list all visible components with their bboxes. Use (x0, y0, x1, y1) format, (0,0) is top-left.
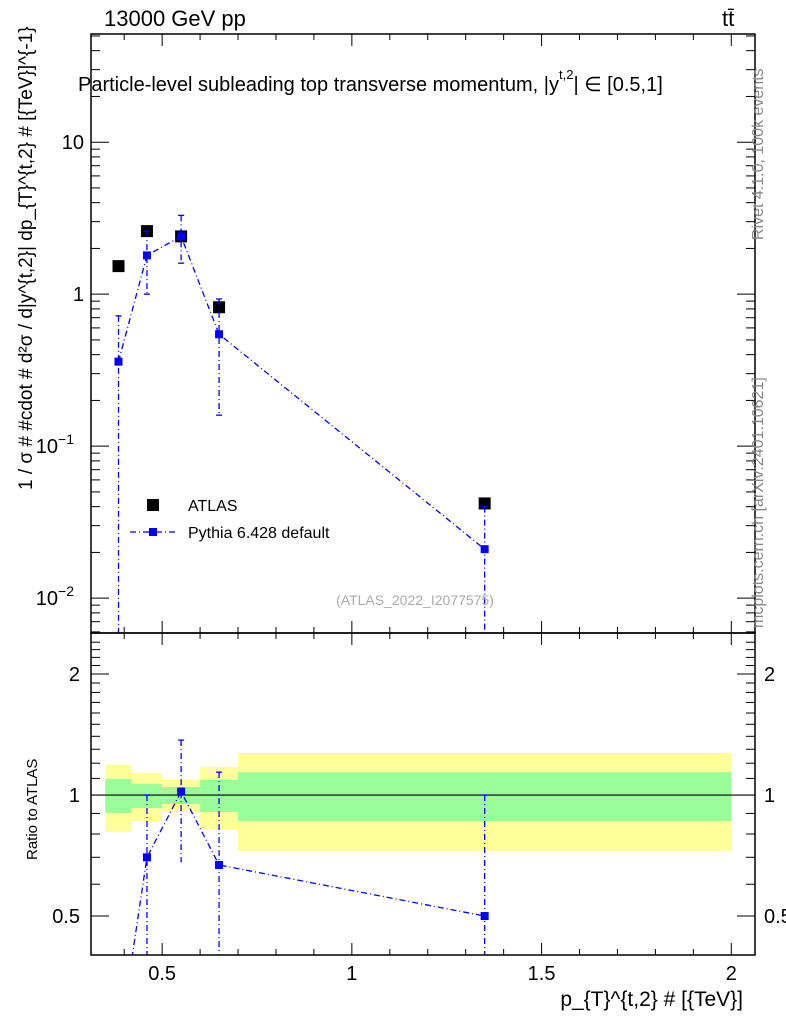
y-tick-label: 10−2 (36, 583, 74, 610)
ratio-pythia-point (215, 860, 224, 869)
main-frame (90, 33, 756, 634)
analysis-watermark: (ATLAS_2022_I2077575) (336, 592, 494, 608)
pythia-point (480, 545, 489, 554)
rivet-label: Rivet 4.1.0, 100k events (750, 68, 767, 240)
y-tick-label: 10 (62, 132, 84, 154)
x-axis-label: p_{T}^{t,2} # [{TeV}] (560, 988, 743, 1011)
legend: ATLAS Pythia 6.428 default (130, 498, 330, 542)
ratio-y-tick-label: 1 (69, 785, 80, 807)
ratio-y-tick-label: 2 (69, 664, 80, 686)
legend-pythia-label: Pythia 6.428 default (188, 525, 330, 542)
data-marks (112, 214, 491, 955)
mcplots-label: mcplots.cern.ch [arXiv:2401.10621] (750, 377, 767, 628)
pythia-point (215, 330, 224, 339)
ratio-y-axis-label: Ratio to ATLAS (24, 759, 41, 860)
x-tick-label: 0.5 (148, 963, 176, 985)
plot-title: Particle-level subleading top transverse… (78, 67, 663, 96)
y-tick-label: 10−1 (36, 431, 74, 458)
x-tick-label: 1 (346, 963, 357, 985)
ratio-y-tick-label-right: 2 (764, 664, 775, 686)
header-left: 13000 GeV pp (104, 6, 246, 31)
y-tick-label: 1 (73, 284, 84, 306)
ratio-y-tick-label: 0.5 (52, 906, 80, 928)
x-tick-label: 1.5 (528, 963, 556, 985)
legend-atlas-label: ATLAS (188, 498, 238, 515)
ratio-y-tick-label-right: 1 (764, 785, 775, 807)
ratio-pythia-point (480, 912, 489, 921)
legend-pythia-marker (149, 528, 157, 536)
ratio-frame (90, 632, 756, 956)
pythia-point (177, 232, 186, 241)
y-axis-label: 1 / σ # #cdot # d²σ / d|y^{t,2}| dp_{T}^… (16, 26, 37, 490)
pythia-point (114, 357, 123, 366)
x-tick-label: 2 (726, 963, 737, 985)
ratio-bands (91, 753, 755, 851)
pythia-line (117, 235, 486, 550)
axes: 0.5 1 1.5 2 10 1 10−1 10−2 2 2 1 1 0.5 0.5 (36, 33, 786, 985)
green-band (105, 779, 132, 814)
ratio-y-tick-label-right: 0.5 (764, 906, 786, 928)
atlas-point (213, 301, 226, 314)
ratio-pythia-point (177, 787, 186, 796)
atlas-point (112, 260, 125, 273)
ratio-pythia-point (142, 853, 151, 862)
pythia-point (142, 251, 151, 260)
header-right: tt̄ (722, 6, 734, 31)
legend-atlas-marker (147, 499, 159, 511)
